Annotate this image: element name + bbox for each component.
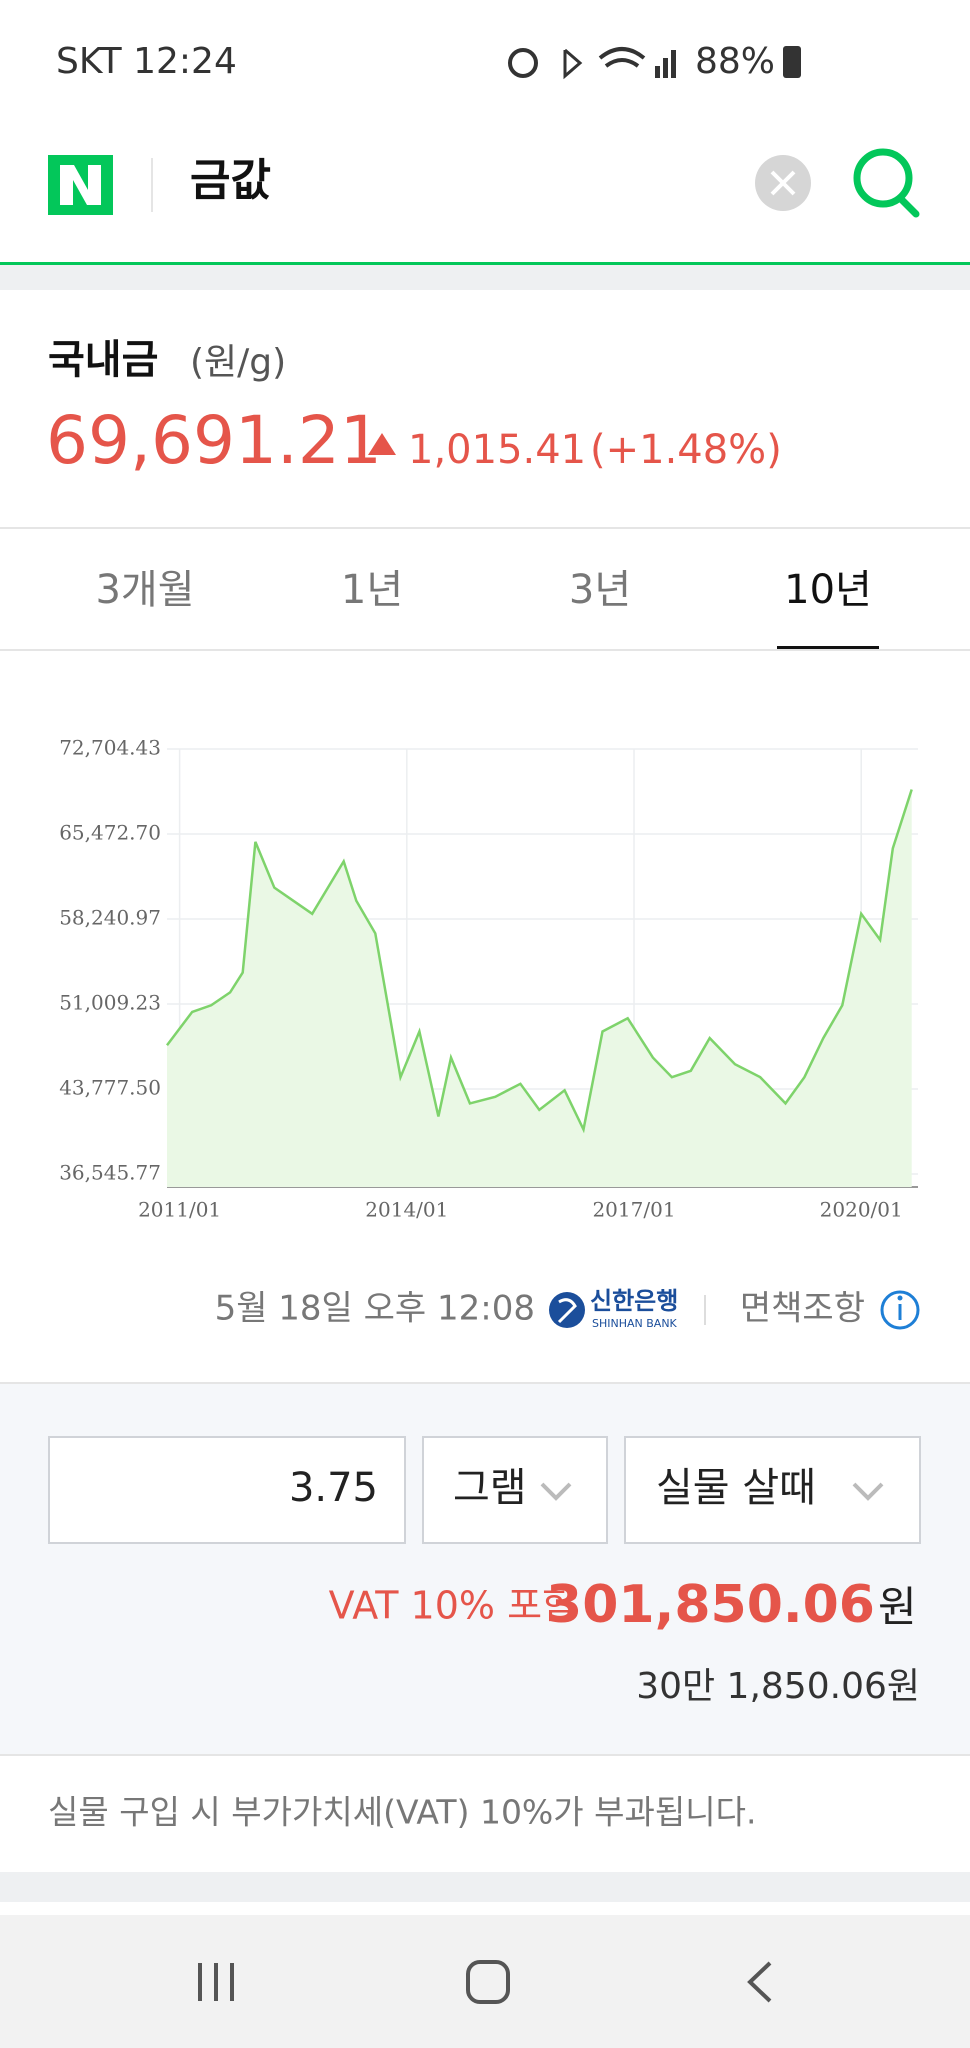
unit-select[interactable] <box>422 1436 608 1544</box>
clear-button[interactable] <box>755 155 811 211</box>
y-tick-label: 43,777.50 <box>59 1076 161 1100</box>
nav-recent[interactable] <box>198 1963 234 2001</box>
timestamp: 5월 18일 오후 12:08 <box>215 1289 535 1329</box>
tab[interactable]: 3개월 <box>95 567 194 613</box>
y-tick-label: 36,545.77 <box>59 1161 161 1185</box>
x-tick-label: 2020/01 <box>820 1198 903 1222</box>
x-tick-label: 2017/01 <box>592 1198 675 1222</box>
status-icons <box>508 46 801 80</box>
tab[interactable]: 10년 <box>784 567 872 613</box>
bank-logo <box>549 1292 585 1328</box>
vat-note: VAT 10% 포함 <box>329 1584 577 1628</box>
y-tick-label: 72,704.43 <box>59 736 161 760</box>
x-tick-label: 2014/01 <box>365 1198 448 1222</box>
y-tick-label: 58,240.97 <box>59 905 161 929</box>
y-tick-label: 65,472.70 <box>59 821 161 845</box>
result-currency: 원 <box>878 1583 917 1632</box>
tab[interactable]: 1년 <box>341 567 403 613</box>
mode-value[interactable]: 실물 살때 <box>656 1465 816 1511</box>
quote-name: 국내금 <box>48 337 158 383</box>
quote-price: 69,691.21 <box>46 402 382 479</box>
nav-back[interactable] <box>747 1961 772 2003</box>
naver-logo[interactable] <box>48 155 113 215</box>
up-arrow <box>368 433 396 455</box>
result-value: 301,850.06 <box>546 1575 875 1635</box>
status-carrier-time: SKT 12:24 <box>56 41 237 82</box>
amount-value[interactable]: 3.75 <box>289 1465 378 1511</box>
line <box>166 789 913 1134</box>
disclaimer-link[interactable]: 면책조항 <box>740 1289 865 1329</box>
info-icon[interactable] <box>880 1290 920 1330</box>
mode-select[interactable] <box>624 1436 921 1544</box>
tab[interactable]: 3년 <box>569 567 631 613</box>
search-button[interactable] <box>853 148 920 218</box>
quote-change-percent: (+1.48%) <box>590 427 782 473</box>
bank-name-en: SHINHAN BANK <box>592 1317 678 1330</box>
nav-home[interactable] <box>466 1960 510 2004</box>
vat-footnote: 실물 구입 시 부가가치세(VAT) 10%가 부과됩니다. <box>48 1793 756 1832</box>
y-tick-label: 51,009.23 <box>59 991 161 1015</box>
result-korean: 30만 1,850.06원 <box>636 1666 920 1707</box>
bank-name: 신한은행 <box>590 1287 678 1315</box>
x-tick-label: 2011/01 <box>138 1198 221 1222</box>
search-query[interactable]: 금값 <box>190 155 271 206</box>
quote-change: 1,015.41 <box>408 427 586 473</box>
status-battery: 88% <box>695 41 775 82</box>
amount-input[interactable] <box>48 1436 406 1544</box>
tab-underline <box>777 646 879 650</box>
quote-unit: (원/g) <box>190 342 286 383</box>
area <box>167 789 912 1187</box>
unit-value[interactable]: 그램 <box>453 1465 527 1511</box>
